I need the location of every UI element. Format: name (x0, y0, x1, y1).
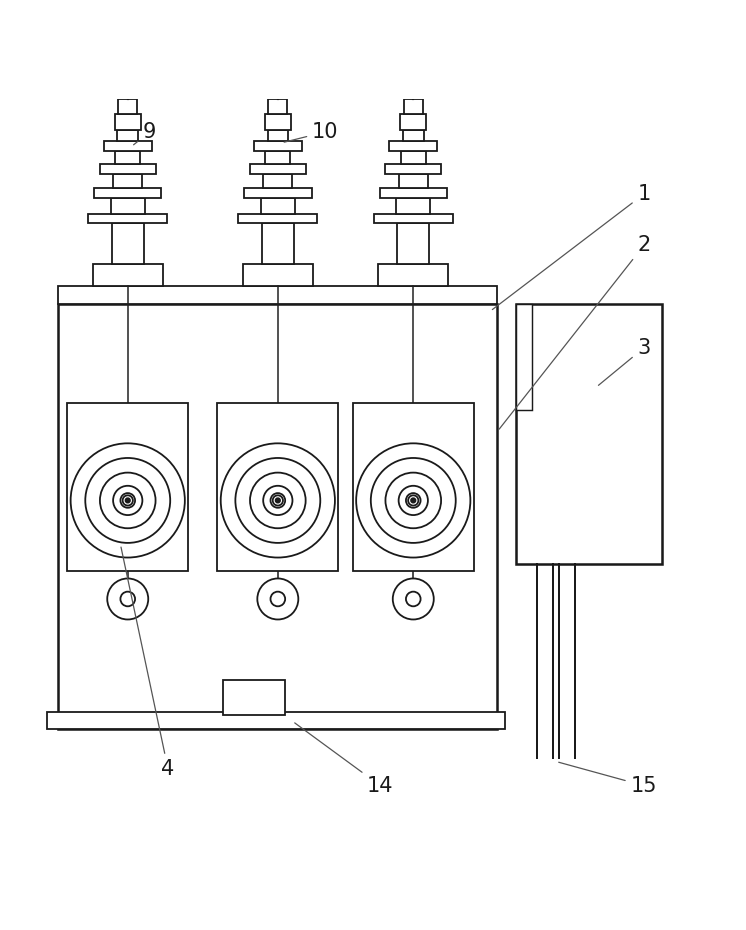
Bar (244, 188, 312, 198)
Circle shape (120, 591, 135, 606)
Bar (250, 164, 306, 174)
Bar (100, 164, 156, 174)
Bar (94, 188, 161, 198)
Bar (115, 113, 141, 129)
Circle shape (406, 591, 421, 606)
Bar (353, 403, 474, 571)
Circle shape (122, 496, 133, 506)
Bar (58, 304, 498, 728)
Bar (223, 680, 285, 715)
Bar (116, 151, 140, 164)
Bar (117, 129, 138, 141)
Bar (515, 304, 532, 410)
Circle shape (392, 578, 433, 619)
Bar (47, 712, 505, 728)
Bar (389, 141, 437, 151)
Circle shape (411, 498, 416, 502)
Bar (118, 99, 137, 113)
Text: 14: 14 (295, 723, 394, 796)
Bar (67, 403, 188, 571)
Bar (254, 141, 301, 151)
Text: 9: 9 (134, 122, 157, 145)
Circle shape (273, 496, 283, 506)
Circle shape (408, 496, 419, 506)
Circle shape (271, 591, 285, 606)
Text: 15: 15 (559, 763, 657, 796)
Bar (261, 198, 295, 214)
Bar (265, 113, 291, 129)
Text: 3: 3 (598, 338, 651, 385)
Bar (404, 99, 423, 113)
Bar (93, 264, 163, 286)
Bar (88, 214, 167, 223)
Bar (262, 223, 294, 264)
Bar (238, 214, 317, 223)
Bar (243, 264, 313, 286)
Bar (515, 304, 662, 564)
Bar (403, 129, 424, 141)
Text: 10: 10 (284, 122, 339, 142)
Bar (113, 174, 142, 188)
Bar (386, 164, 441, 174)
Bar (378, 264, 448, 286)
Bar (111, 198, 145, 214)
Bar (58, 286, 498, 304)
Bar (263, 174, 292, 188)
Bar (217, 403, 338, 571)
Bar (374, 214, 453, 223)
Bar (112, 223, 144, 264)
Circle shape (107, 578, 148, 619)
Bar (266, 151, 290, 164)
Circle shape (257, 578, 298, 619)
Bar (269, 99, 287, 113)
Text: 2: 2 (499, 235, 651, 429)
Bar (104, 141, 151, 151)
Text: 4: 4 (121, 547, 175, 778)
Bar (398, 174, 428, 188)
Text: 1: 1 (492, 184, 651, 310)
Bar (400, 113, 427, 129)
Bar (396, 198, 430, 214)
Bar (268, 129, 288, 141)
Circle shape (275, 498, 280, 502)
Circle shape (125, 498, 130, 502)
Bar (401, 151, 426, 164)
Bar (380, 188, 447, 198)
Bar (397, 223, 430, 264)
